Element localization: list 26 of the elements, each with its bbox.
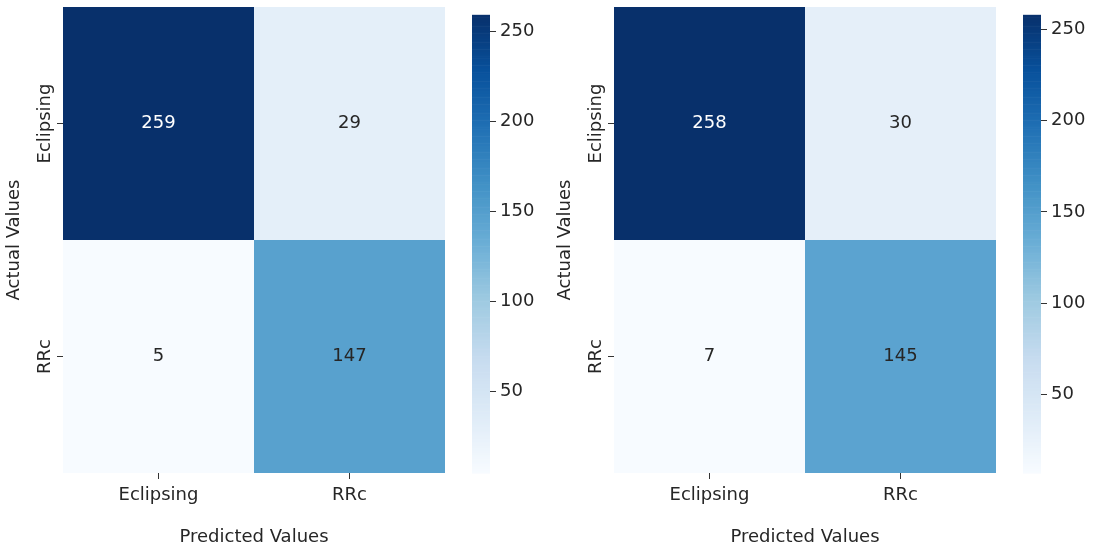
color-bar-label: 100 [1051,290,1086,312]
color-bar-label: 150 [500,199,535,221]
x-axis-title: Predicted Values [179,524,329,546]
color-bar-label: 100 [500,289,535,311]
x-tick-label: RRc [332,483,367,505]
x-axis-title: Predicted Values [730,524,880,546]
x-tick-label: RRc [883,483,918,505]
color-bar-label: 50 [1051,382,1074,404]
x-tick-label: Eclipsing [669,483,750,505]
data-label: 259 [141,111,176,133]
data-label: 147 [332,344,367,366]
color-bar-label: 50 [500,379,523,401]
data-label: 145 [883,344,918,366]
color-bar-label: 150 [1051,199,1086,221]
data-label: 29 [338,111,361,133]
color-bar-label: 200 [500,108,535,130]
data-label: 5 [152,344,165,366]
color-bar-label: 250 [500,18,535,40]
color-bar-label: 200 [1051,108,1086,130]
y-axis-title: Actual Values [2,179,24,301]
data-label: 7 [703,344,716,366]
data-label: 258 [692,111,727,133]
data-label: 30 [889,111,912,133]
y-axis-title: Actual Values [553,179,575,301]
x-tick-label: Eclipsing [118,483,199,505]
color-bar-label: 250 [1051,17,1086,39]
